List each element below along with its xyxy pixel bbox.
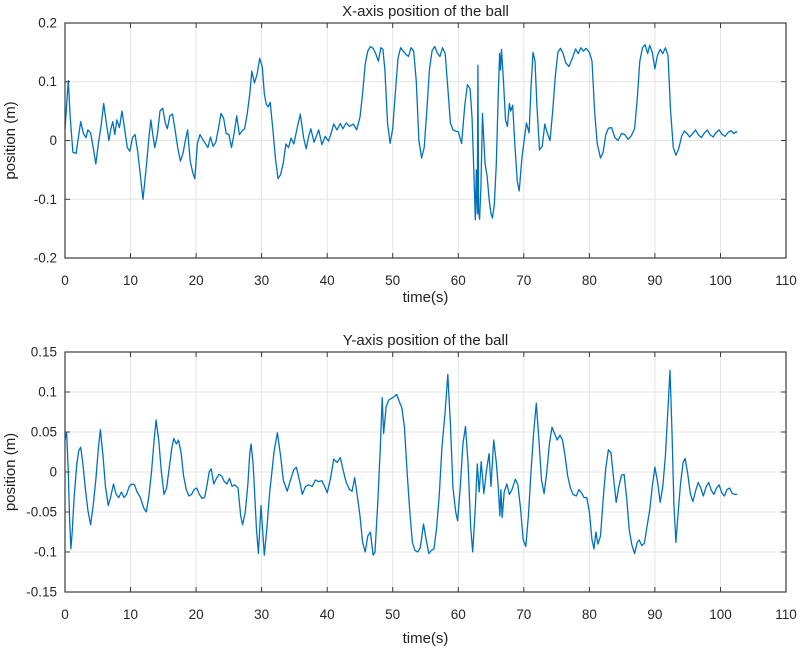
x-tick-label: 70 <box>516 273 531 288</box>
y-tick-label: -0.15 <box>26 585 57 600</box>
y-position-plot-area: 0 10 20 30 40 50 60 70 80 90 100 110 -0.15 -0.1 -0.05 0… <box>26 345 797 623</box>
y-chart-title: Y-axis position of the ball <box>343 332 508 349</box>
x-chart-ylabel: position (m) <box>2 101 19 179</box>
y-tick-label: 0.05 <box>31 425 57 440</box>
x-tick-label: 30 <box>254 607 269 622</box>
y-tick-label: 0.1 <box>38 385 57 400</box>
x-tick-label: 80 <box>582 273 597 288</box>
x-tick-label: 60 <box>451 273 466 288</box>
y-chart-xlabel: time(s) <box>403 630 449 647</box>
y-tick-label: 0.15 <box>31 345 57 360</box>
y-tick-label: -0.1 <box>34 192 57 207</box>
x-tick-label: 90 <box>647 607 662 622</box>
series-line <box>64 369 738 556</box>
x-tick-label: 90 <box>647 273 662 288</box>
x-tick-label: 50 <box>385 273 400 288</box>
x-tick-label: 110 <box>775 273 797 288</box>
x-tick-label: 0 <box>61 273 69 288</box>
x-chart-xlabel: time(s) <box>403 289 449 306</box>
y-tick-label: 0.2 <box>38 16 57 31</box>
x-tick-label: 40 <box>320 273 335 288</box>
x-chart-title: X-axis position of the ball <box>342 3 509 20</box>
y-tick-label: 0 <box>49 465 57 480</box>
x-tick-label: 110 <box>775 607 797 622</box>
series-line <box>64 44 738 221</box>
x-tick-label: 30 <box>254 273 269 288</box>
x-position-plot-area: 0 10 20 30 40 50 60 70 80 90 100 110 -0.2 -0.1 0 0.1 0.2 <box>34 16 797 289</box>
y-tick-label: 0.1 <box>38 74 57 89</box>
y-tick-label: -0.1 <box>34 545 57 560</box>
x-tick-label: 10 <box>123 607 138 622</box>
x-tick-label: 100 <box>709 607 732 622</box>
x-tick-label: 50 <box>385 607 400 622</box>
x-tick-label: 20 <box>189 273 204 288</box>
y-tick-label: -0.2 <box>34 251 57 266</box>
x-tick-label: 80 <box>582 607 597 622</box>
x-tick-label: 10 <box>123 273 138 288</box>
y-tick-label: 0 <box>49 133 57 148</box>
x-tick-label: 40 <box>320 607 335 622</box>
x-tick-label: 60 <box>451 607 466 622</box>
x-tick-label: 20 <box>189 607 204 622</box>
x-tick-label: 0 <box>61 607 69 622</box>
x-tick-label: 70 <box>516 607 531 622</box>
y-tick-label: -0.05 <box>26 505 57 520</box>
x-tick-label: 100 <box>709 273 732 288</box>
y-chart-ylabel: position (m) <box>2 433 19 511</box>
